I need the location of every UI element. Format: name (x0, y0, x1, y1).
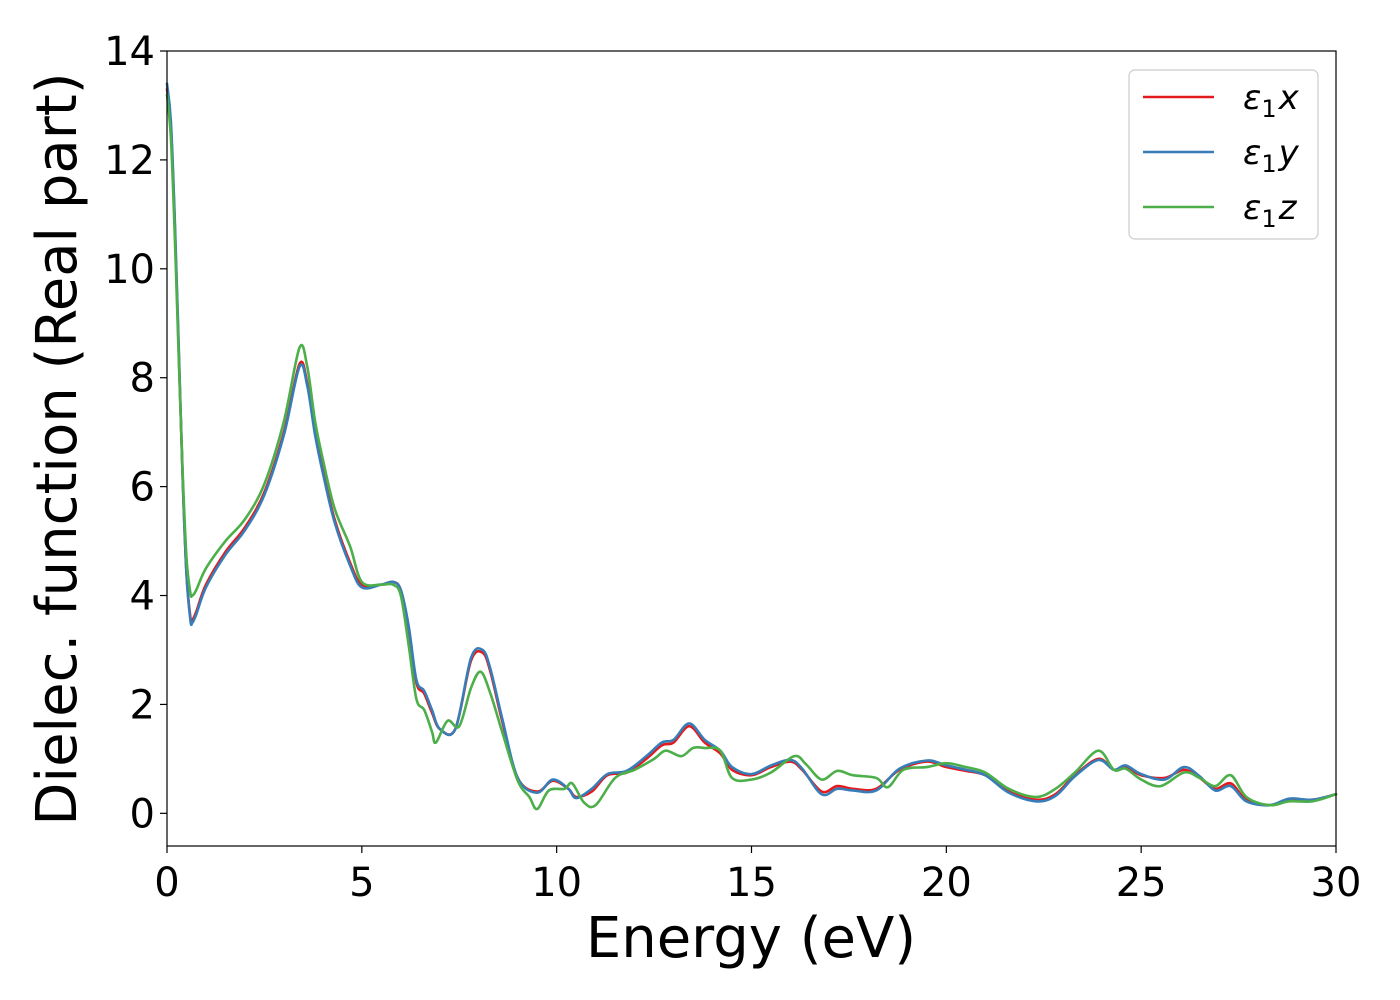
x-axis-title: Energy (eV) (586, 906, 916, 971)
series-line-z (165, 93, 1338, 811)
x-axis-ticks: 0 5 10 15 20 25 30 (154, 846, 1361, 906)
legend-box (1128, 69, 1319, 240)
y-tick-label: 10 (104, 247, 155, 293)
x-tick-label: 0 (154, 860, 179, 906)
legend-label-z: ε1z (1243, 188, 1298, 233)
y-tick-label: 14 (104, 29, 155, 75)
series-line-y (165, 82, 1338, 807)
x-tick-label: 15 (726, 860, 777, 906)
y-tick-label: 0 (130, 791, 155, 837)
legend: ε1x ε1y ε1z (1128, 69, 1319, 240)
y-tick-label: 6 (130, 465, 155, 511)
x-tick-label: 10 (531, 860, 582, 906)
x-tick-label: 25 (1116, 860, 1167, 906)
y-axis-ticks: 0 2 4 6 8 10 12 14 (104, 29, 167, 837)
x-tick-label: 30 (1311, 860, 1362, 906)
x-tick-label: 20 (921, 860, 972, 906)
y-tick-label: 4 (130, 574, 155, 620)
y-tick-label: 2 (130, 682, 155, 728)
y-tick-label: 8 (130, 356, 155, 402)
y-tick-label: 12 (104, 138, 155, 184)
legend-label-y: ε1y (1243, 133, 1300, 178)
x-tick-label: 5 (349, 860, 374, 906)
legend-label-x: ε1x (1243, 78, 1300, 123)
y-axis-title: Dielec. function (Real part) (25, 72, 90, 825)
series-group (165, 82, 1338, 811)
